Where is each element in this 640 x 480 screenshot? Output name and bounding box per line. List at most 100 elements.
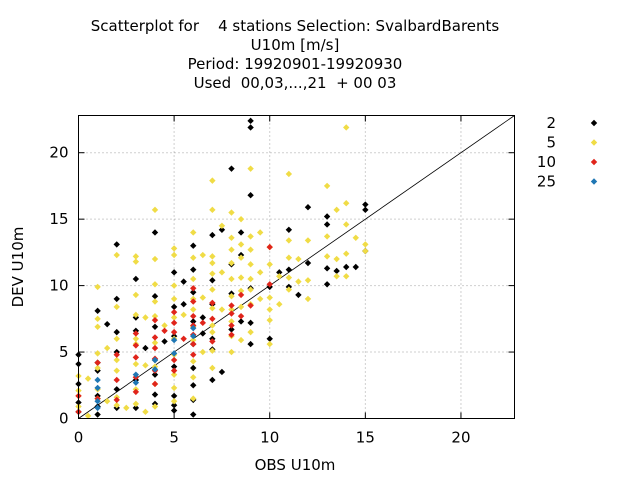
data-point-series-5 (228, 275, 235, 283)
data-point-series-5 (247, 246, 254, 253)
data-point-series-2 (190, 382, 197, 389)
data-point-series-2 (362, 201, 369, 208)
data-point-series-5 (276, 273, 283, 280)
data-point-series-5 (209, 347, 216, 354)
data-point-series-2 (199, 314, 206, 321)
data-point-series-2 (247, 192, 254, 199)
data-point-series-5 (343, 200, 350, 207)
data-point-series-10 (113, 396, 120, 404)
data-point-series-10 (132, 388, 140, 396)
data-point-series-2 (323, 213, 331, 220)
data-point-series-5 (304, 277, 312, 284)
chart-title-line-2: U10m [m/s] (250, 36, 340, 54)
data-point-series-5 (170, 384, 178, 392)
data-point-series-5 (237, 274, 245, 281)
data-point-series-5 (237, 336, 245, 344)
data-point-series-5 (180, 311, 187, 319)
data-point-series-5 (132, 253, 140, 260)
data-point-series-2 (247, 340, 254, 348)
data-point-series-5 (103, 344, 111, 352)
chart-title-line-3: Period: 19920901-19920930 (187, 55, 403, 73)
data-point-series-2 (113, 295, 120, 303)
data-point-series-2 (151, 391, 159, 398)
data-point-series-2 (132, 275, 140, 283)
data-point-series-5 (170, 251, 178, 259)
data-point-series-5 (132, 400, 140, 408)
legend-label-10: 10 (537, 153, 556, 171)
data-point-series-5 (209, 206, 216, 214)
data-point-series-5 (209, 364, 216, 372)
data-point-series-2 (113, 241, 120, 248)
data-point-series-5 (228, 306, 235, 313)
data-point-series-5 (123, 404, 130, 412)
data-point-series-2 (285, 226, 293, 233)
data-point-series-10 (228, 302, 235, 309)
data-point-series-5 (333, 255, 340, 263)
axis-ticks: 0 5 10 15 20 0 5 10 15 20 (49, 115, 515, 447)
data-point-series-5 (103, 398, 111, 405)
data-point-series-10 (113, 376, 120, 384)
data-point-series-5 (237, 303, 245, 311)
data-point-series-5 (94, 283, 101, 291)
data-point-series-5 (209, 177, 216, 184)
data-point-series-5 (228, 209, 235, 216)
data-point-series-2 (170, 392, 178, 400)
data-point-series-2 (94, 307, 101, 315)
data-point-series-10 (266, 281, 273, 288)
data-point-series-2 (304, 259, 312, 267)
data-point-series-5 (190, 306, 197, 313)
data-point-series-5 (190, 254, 197, 261)
data-point-series-2 (170, 269, 178, 276)
data-point-series-5 (343, 221, 350, 228)
data-point-series-10 (151, 316, 159, 324)
data-point-series-2 (247, 124, 254, 131)
data-point-series-2 (151, 293, 159, 300)
data-point-series-2 (237, 318, 245, 325)
data-point-series-5 (228, 348, 235, 356)
data-point-series-25 (190, 324, 197, 332)
data-point-series-5 (151, 255, 159, 263)
data-point-series-2 (247, 117, 254, 125)
data-point-series-5 (295, 278, 302, 285)
y-tick-label: 10 (49, 277, 68, 295)
data-point-series-5 (256, 295, 264, 303)
data-point-series-5 (362, 241, 369, 248)
data-point-series-5 (132, 360, 140, 368)
data-point-series-10 (170, 328, 178, 336)
data-point-series-5 (190, 229, 197, 236)
data-point-series-5 (170, 371, 178, 378)
data-point-series-5 (199, 251, 206, 259)
data-point-series-5 (228, 259, 235, 267)
data-point-series-5 (295, 255, 302, 263)
data-point-series-25 (132, 371, 140, 378)
data-point-series-5 (247, 286, 254, 293)
data-point-series-10 (266, 243, 273, 251)
data-point-series-5 (247, 261, 254, 268)
data-point-series-2 (190, 411, 197, 418)
data-point-series-5 (209, 259, 216, 267)
data-point-series-2 (352, 263, 359, 271)
data-point-series-2 (170, 402, 178, 409)
data-point-series-25 (170, 336, 178, 344)
data-point-series-2 (103, 320, 111, 328)
data-point-series-10 (247, 302, 254, 309)
y-tick-label: 20 (49, 144, 68, 162)
data-point-series-10 (132, 330, 140, 337)
data-point-series-5 (113, 356, 120, 364)
data-point-series-5 (237, 287, 245, 295)
data-point-series-5 (209, 286, 216, 293)
data-point-series-5 (84, 412, 92, 420)
data-point-series-10 (170, 367, 178, 374)
data-point-series-5 (132, 258, 140, 265)
data-point-series-5 (170, 398, 178, 405)
data-point-series-5 (285, 237, 293, 244)
data-point-series-5 (94, 315, 101, 323)
data-point-series-10 (190, 312, 197, 320)
data-point-series-10 (151, 380, 159, 388)
data-point-series-5 (142, 362, 149, 369)
data-point-series-5 (113, 303, 120, 311)
data-point-series-2 (190, 242, 197, 249)
data-point-series-5 (113, 367, 120, 374)
